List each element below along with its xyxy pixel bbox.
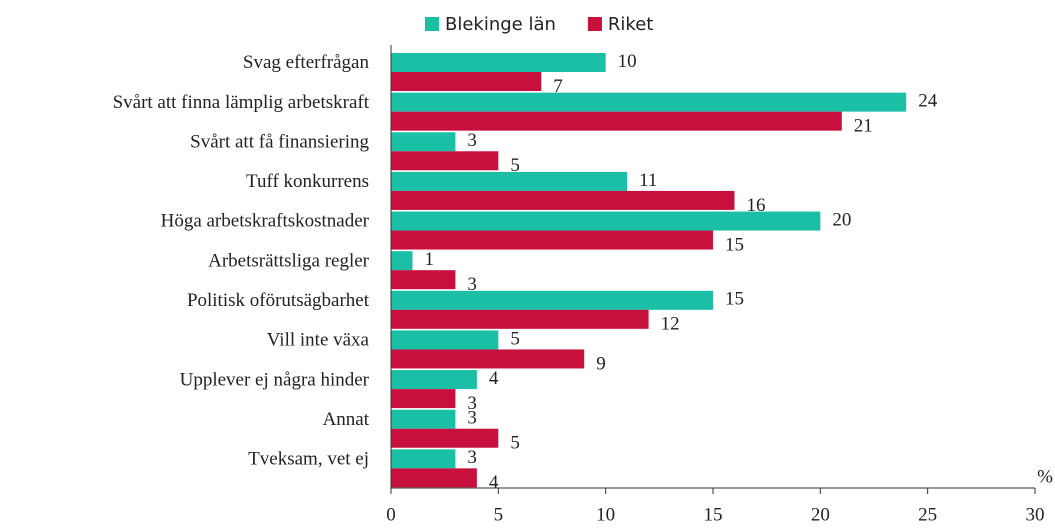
value-label: 21 [854,115,873,136]
bar [391,409,456,429]
x-tick-label: 5 [494,504,504,525]
category-label: Vill inte växa [267,330,370,351]
category-label: Arbetsrättsliga regler [208,250,370,271]
bar [391,132,456,152]
value-label: 15 [725,234,744,255]
value-label: 4 [489,368,499,389]
value-label: 5 [510,328,520,349]
bar [391,290,713,310]
x-tick-label: 10 [596,504,615,525]
legend-label: Blekinge län [445,14,556,35]
bar [391,53,606,72]
bar [391,230,713,250]
bar [391,92,907,112]
legend-swatch [425,17,439,31]
category-label: Höga arbetskraftskostnader [161,211,370,232]
category-label: Annat [323,409,370,430]
value-label: 20 [832,209,851,230]
value-label: 4 [489,472,499,493]
value-label: 3 [467,274,477,295]
x-tick-label: 20 [811,504,830,525]
value-label: 7 [553,76,563,97]
value-label: 9 [596,353,606,374]
bar [391,251,413,271]
x-tick-label: 25 [918,504,937,525]
bar [391,449,456,469]
category-label: Svårt att finna lämplig arbetskraft [113,92,370,113]
category-label: Tuff konkurrens [246,171,369,192]
bar [391,330,499,350]
value-label: 3 [467,393,477,414]
value-label: 3 [467,447,477,468]
bar [391,72,542,91]
value-label: 3 [467,130,477,151]
value-label: 12 [661,314,680,335]
bar [391,468,477,488]
bar [391,151,499,171]
value-label: 5 [510,433,520,454]
x-tick-label: 15 [704,504,723,525]
category-label: Tveksam, vet ej [248,449,369,470]
value-label: 15 [725,289,744,310]
x-axis-label: % [1037,466,1053,487]
bar [391,389,456,409]
bar [391,171,628,191]
bar [391,370,477,390]
legend-swatch [587,17,602,31]
bar [391,111,842,131]
x-tick-label: 30 [1026,504,1045,525]
value-label: 11 [639,170,657,191]
category-label: Svårt att få finansiering [190,131,369,152]
category-label: Politisk oförutsägbarhet [187,290,370,311]
value-label: 10 [618,51,637,72]
value-label: 16 [746,195,765,216]
category-label: Svag efterfrågan [243,52,370,73]
bar [391,211,821,231]
bar [391,190,735,210]
category-label: Upplever ej några hinder [180,369,370,390]
bar [391,349,585,369]
x-tick-label: 0 [386,504,396,525]
bar [391,428,499,448]
bar [391,309,649,329]
value-label: 1 [424,249,434,270]
bar [391,270,456,290]
value-label: 5 [510,155,520,176]
value-label: 24 [918,90,938,111]
legend-label: Riket [608,14,653,35]
value-label: 3 [467,408,477,429]
